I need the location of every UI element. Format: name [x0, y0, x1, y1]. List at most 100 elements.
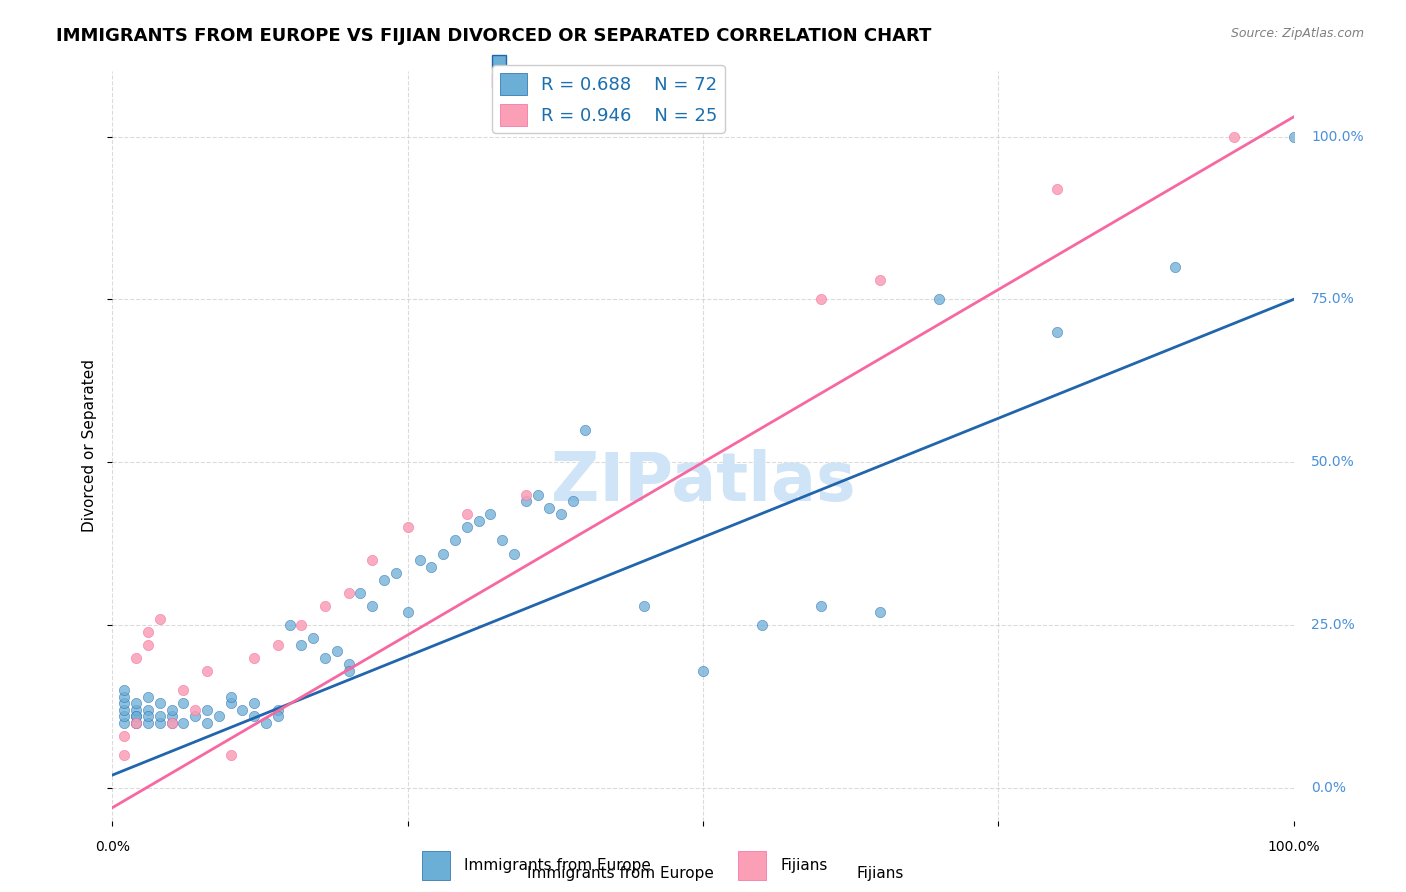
Point [928, 293, 950, 307]
Point [432, 547, 454, 561]
Point [1223, 129, 1246, 144]
Point [361, 553, 384, 567]
Point [810, 293, 832, 307]
Point [479, 508, 502, 522]
Point [243, 709, 266, 723]
Point [444, 533, 467, 548]
Point [112, 697, 135, 711]
Point [149, 612, 172, 626]
Point [314, 650, 336, 665]
Point [515, 494, 537, 508]
Point [172, 683, 194, 698]
Point [278, 618, 301, 632]
Point [112, 715, 135, 730]
Point [290, 638, 312, 652]
Text: 75.0%: 75.0% [1312, 293, 1355, 306]
Point [385, 566, 408, 580]
Point [290, 618, 312, 632]
Point [491, 533, 513, 548]
Point [231, 703, 253, 717]
Point [810, 599, 832, 613]
Point [195, 715, 218, 730]
Point [112, 748, 135, 763]
Point [361, 599, 384, 613]
Point [633, 599, 655, 613]
Point [243, 650, 266, 665]
Point [160, 709, 183, 723]
Point [136, 690, 159, 704]
Point [219, 748, 242, 763]
Text: 25.0%: 25.0% [1312, 618, 1355, 632]
Point [125, 703, 148, 717]
Point [125, 650, 148, 665]
Point [337, 585, 360, 599]
Point [125, 709, 148, 723]
Text: Immigrants from Europe: Immigrants from Europe [527, 865, 714, 880]
Point [219, 690, 242, 704]
Point [1046, 325, 1069, 339]
Text: Fijians: Fijians [780, 858, 828, 872]
Point [574, 423, 596, 437]
Point [314, 599, 336, 613]
Point [243, 697, 266, 711]
Point [195, 703, 218, 717]
Point [396, 605, 419, 619]
Point [172, 697, 194, 711]
Point [136, 638, 159, 652]
Point [503, 547, 526, 561]
Point [149, 697, 172, 711]
Point [526, 488, 548, 502]
Point [125, 709, 148, 723]
Point [112, 709, 135, 723]
Point [149, 709, 172, 723]
Point [456, 508, 478, 522]
Point [160, 715, 183, 730]
Text: Immigrants from Europe: Immigrants from Europe [464, 858, 651, 872]
Text: 50.0%: 50.0% [1312, 455, 1355, 469]
Point [125, 715, 148, 730]
Y-axis label: Divorced or Separated: Divorced or Separated [82, 359, 97, 533]
Point [456, 520, 478, 534]
Text: Fijians: Fijians [856, 865, 904, 880]
Point [136, 715, 159, 730]
Point [1164, 260, 1187, 274]
Point [349, 585, 371, 599]
Point [208, 709, 231, 723]
Text: 0.0%: 0.0% [1312, 781, 1346, 795]
Point [125, 715, 148, 730]
Point [538, 500, 561, 515]
Point [550, 508, 572, 522]
Point [1046, 181, 1069, 195]
FancyBboxPatch shape [422, 851, 450, 880]
Point [337, 657, 360, 672]
Point [420, 559, 443, 574]
Text: 0.0%: 0.0% [96, 840, 129, 855]
Point [267, 703, 290, 717]
Point [267, 638, 290, 652]
Point [184, 709, 207, 723]
Point [869, 273, 891, 287]
Point [467, 514, 489, 528]
Point [136, 709, 159, 723]
Point [112, 703, 135, 717]
Point [408, 553, 430, 567]
Text: Source: ZipAtlas.com: Source: ZipAtlas.com [1230, 27, 1364, 40]
Point [326, 644, 349, 658]
Point [1282, 129, 1305, 144]
Text: 100.0%: 100.0% [1312, 129, 1364, 144]
Point [219, 697, 242, 711]
Point [136, 703, 159, 717]
Text: 100.0%: 100.0% [1267, 840, 1320, 855]
Point [267, 709, 290, 723]
FancyBboxPatch shape [738, 851, 766, 880]
Point [515, 488, 537, 502]
Point [149, 715, 172, 730]
Point [195, 664, 218, 678]
Point [751, 618, 773, 632]
Point [869, 605, 891, 619]
Point [562, 494, 585, 508]
Point [112, 683, 135, 698]
Point [337, 664, 360, 678]
Point [373, 573, 395, 587]
Point [136, 624, 159, 639]
